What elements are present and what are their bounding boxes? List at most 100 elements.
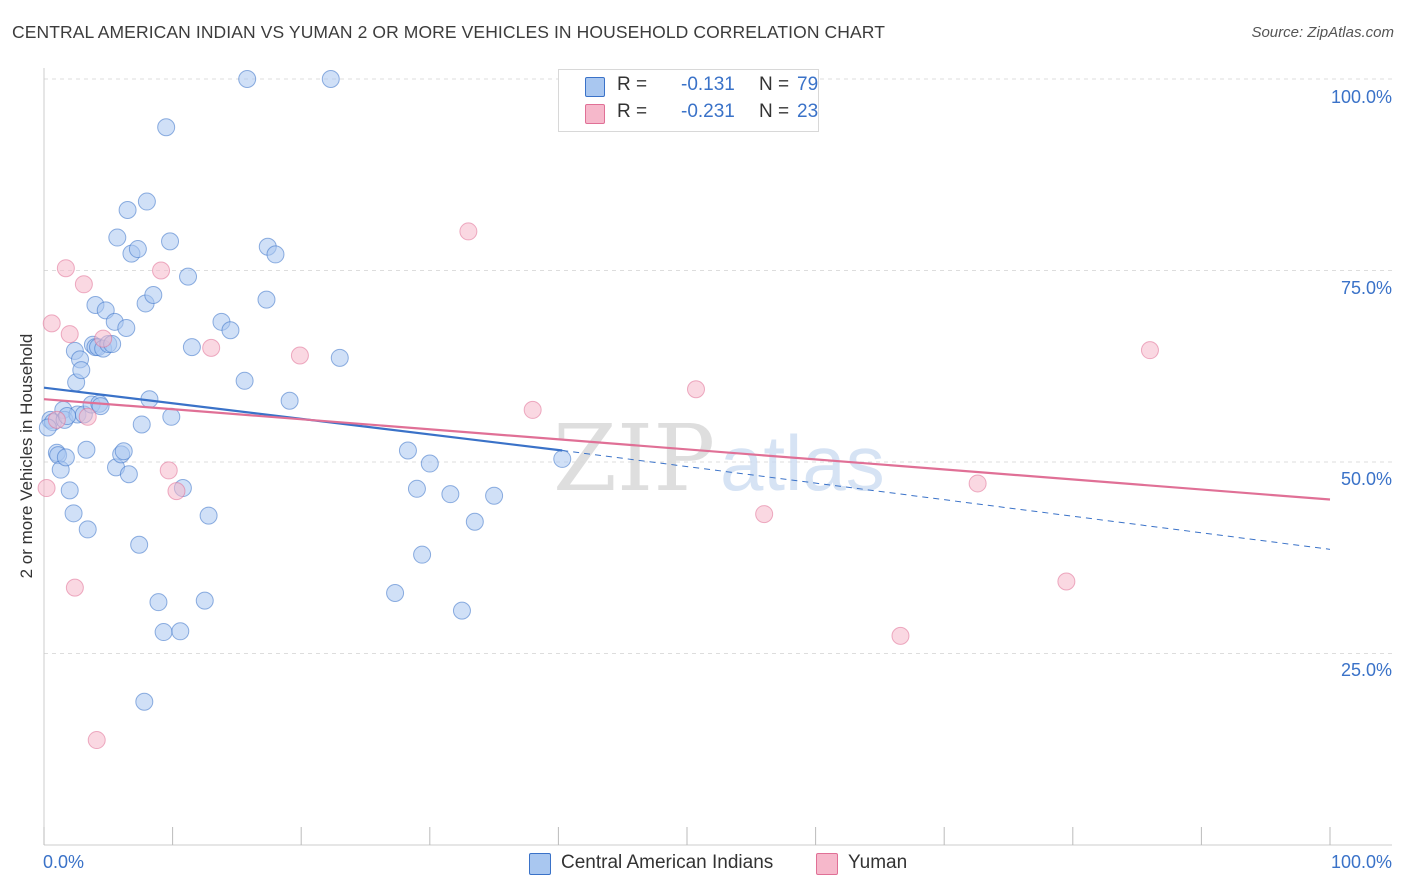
legend-n-value: 79: [797, 74, 819, 95]
point-central-american-indians: [179, 267, 198, 286]
point-central-american-indians: [452, 601, 471, 620]
point-yuman: [202, 338, 221, 357]
point-central-american-indians: [398, 441, 417, 460]
point-central-american-indians: [195, 591, 214, 610]
point-yuman: [56, 259, 75, 278]
point-yuman: [42, 314, 61, 333]
point-yuman: [167, 482, 186, 501]
point-central-american-indians: [77, 440, 96, 459]
point-yuman: [968, 474, 987, 493]
point-yuman: [523, 400, 542, 419]
point-central-american-indians: [321, 70, 340, 88]
y-tick-50: 50.0%: [1340, 469, 1392, 489]
trend-lines: [43, 386, 1331, 550]
legend-r-label: R =: [617, 74, 648, 95]
point-yuman: [159, 461, 178, 480]
point-central-american-indians: [72, 361, 91, 380]
point-central-american-indians: [149, 593, 168, 612]
point-central-american-indians: [386, 583, 405, 602]
point-central-american-indians: [117, 318, 136, 337]
y-tick-75: 75.0%: [1340, 278, 1392, 298]
point-central-american-indians: [171, 622, 190, 641]
point-yuman: [60, 325, 79, 344]
point-central-american-indians: [162, 407, 181, 426]
legend-n-label: N =: [759, 101, 790, 122]
point-central-american-indians: [144, 286, 163, 305]
watermark-zip: ZIP: [553, 405, 715, 512]
point-yuman: [459, 222, 478, 241]
point-central-american-indians: [119, 465, 138, 484]
trend-line-yuman: [43, 398, 1331, 501]
point-central-american-indians: [420, 454, 439, 473]
axes: [43, 68, 1392, 846]
point-central-american-indians: [266, 245, 285, 264]
grid-lines: [44, 78, 1392, 654]
point-central-american-indians: [485, 486, 504, 505]
point-central-american-indians: [91, 397, 110, 416]
point-yuman: [891, 626, 910, 645]
legend-swatch-pink: [816, 853, 838, 875]
legend-swatch-blue: [585, 77, 605, 97]
point-central-american-indians: [413, 545, 432, 564]
legend-r-value: -0.231: [681, 101, 735, 122]
point-central-american-indians: [64, 504, 83, 523]
source-label: Source: ZipAtlas.com: [1251, 24, 1394, 41]
point-central-american-indians: [130, 535, 149, 554]
point-central-american-indians: [157, 118, 176, 137]
legend-swatch-blue: [529, 853, 551, 875]
legend-r-value: -0.131: [681, 74, 735, 95]
point-central-american-indians: [108, 228, 127, 247]
point-central-american-indians: [78, 520, 97, 539]
point-central-american-indians: [257, 290, 276, 309]
point-yuman: [152, 261, 171, 280]
legend-label-yuman: Yuman: [848, 852, 908, 873]
point-yuman: [290, 346, 309, 365]
point-central-american-indians: [60, 481, 79, 500]
data-points: [37, 70, 1159, 750]
legend-n-value: 23: [797, 101, 819, 122]
point-central-american-indians: [199, 506, 218, 525]
legend-r-label: R =: [617, 101, 648, 122]
point-yuman: [755, 505, 774, 524]
point-yuman: [1140, 341, 1159, 360]
point-central-american-indians: [280, 391, 299, 410]
point-yuman: [65, 578, 84, 597]
point-central-american-indians: [330, 348, 349, 367]
y-axis-label: 2 or more Vehicles in Household: [17, 333, 36, 579]
stats-legend: R = -0.131 N = 79 R = -0.231 N = 23: [558, 69, 819, 132]
point-yuman: [87, 731, 106, 750]
trend-line-central-american-indians-extension: [562, 450, 1331, 550]
point-central-american-indians: [238, 70, 257, 88]
point-yuman: [74, 275, 93, 294]
point-central-american-indians: [407, 479, 426, 498]
point-central-american-indians: [56, 448, 75, 467]
point-central-american-indians: [221, 321, 240, 340]
x-tick-100: 100.0%: [1330, 852, 1392, 872]
legend-swatch-pink: [585, 104, 605, 124]
point-yuman: [687, 380, 706, 399]
point-central-american-indians: [135, 692, 154, 711]
point-central-american-indians: [465, 512, 484, 531]
point-central-american-indians: [553, 449, 572, 468]
y-tick-100: 100.0%: [1330, 87, 1392, 107]
point-yuman: [78, 407, 97, 426]
point-yuman: [37, 479, 56, 498]
point-yuman: [47, 410, 66, 429]
point-yuman: [1057, 572, 1076, 591]
chart-title: CENTRAL AMERICAN INDIAN VS YUMAN 2 OR MO…: [12, 22, 885, 42]
y-tick-25: 25.0%: [1340, 660, 1392, 680]
point-central-american-indians: [137, 192, 156, 211]
point-central-american-indians: [118, 200, 137, 219]
point-central-american-indians: [161, 232, 180, 251]
point-yuman: [94, 329, 113, 348]
legend-n-label: N =: [759, 74, 790, 95]
legend-label-central-american-indians: Central American Indians: [561, 852, 774, 873]
point-central-american-indians: [114, 442, 133, 461]
point-central-american-indians: [128, 240, 147, 259]
point-central-american-indians: [235, 371, 254, 390]
point-central-american-indians: [182, 338, 201, 357]
x-tick-0: 0.0%: [43, 852, 85, 872]
point-central-american-indians: [441, 485, 460, 504]
point-central-american-indians: [132, 415, 151, 434]
